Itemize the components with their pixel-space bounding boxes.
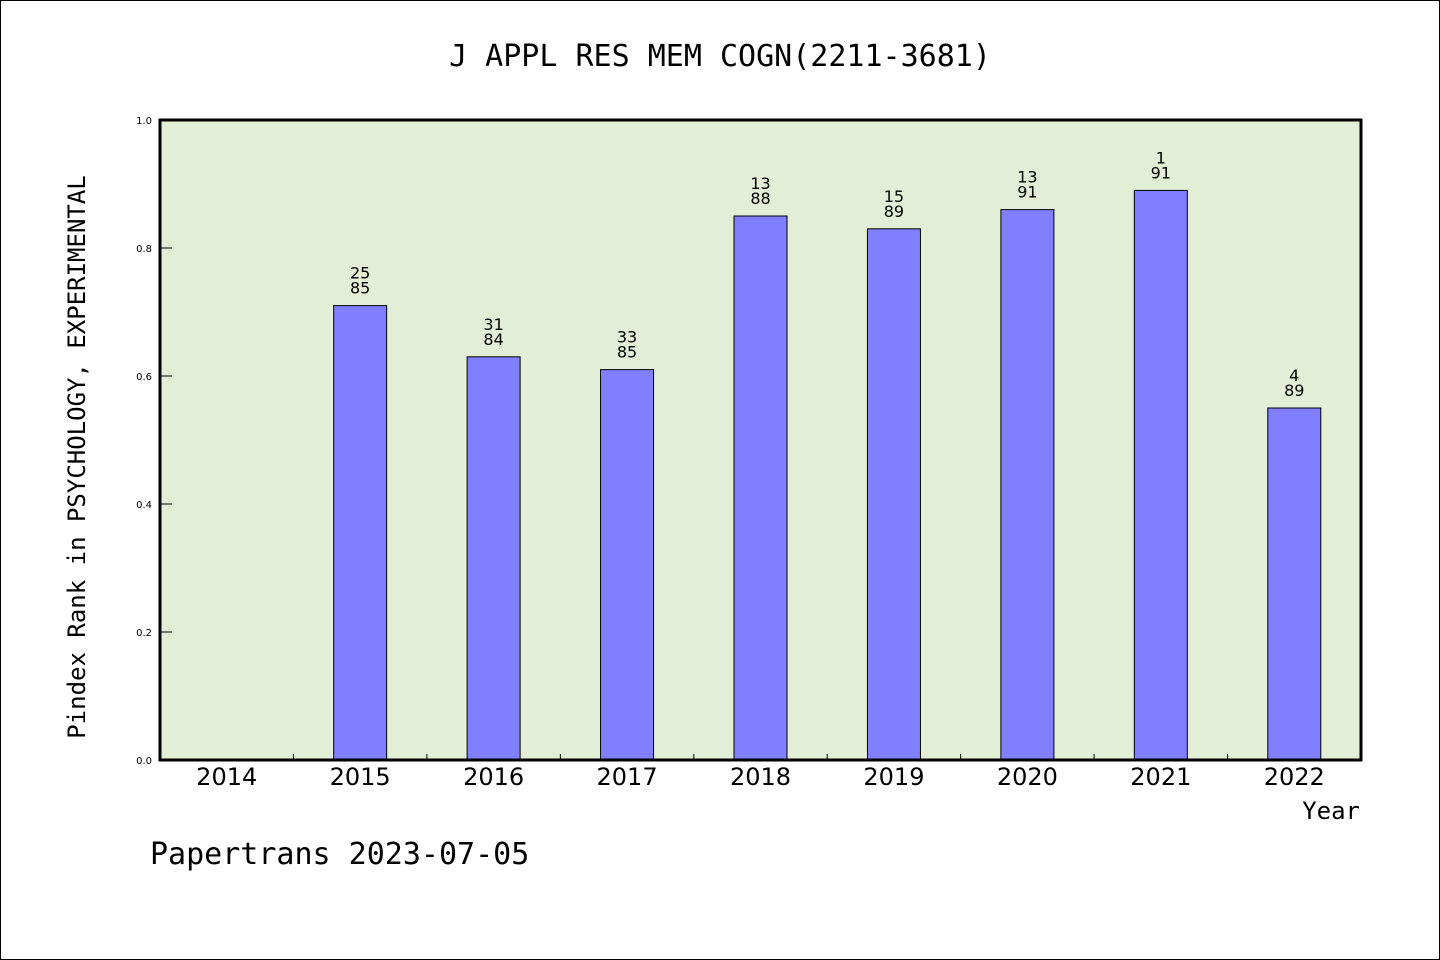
- bar-2015: [333, 305, 388, 761]
- y-tick-label: 0.8: [136, 244, 152, 255]
- y-tick-label: 0.2: [136, 628, 152, 639]
- bar-label-total: 84: [483, 330, 503, 349]
- y-tick-label: 0.6: [136, 372, 152, 383]
- x-tick-label: 2016: [463, 763, 524, 791]
- bar-2016: [466, 356, 521, 761]
- y-tick-label: 1.0: [136, 116, 152, 127]
- bar-label-total: 85: [617, 343, 637, 362]
- bar-label-rank: 33: [617, 328, 637, 347]
- bar-label-rank: 15: [884, 187, 904, 206]
- x-tick-label: 2014: [196, 763, 257, 791]
- y-axis-label: Pindex Rank in PSYCHOLOGY, EXPERIMENTAL: [63, 175, 91, 739]
- footer-text: Papertrans 2023-07-05: [150, 837, 529, 872]
- bar-label-total: 91: [1151, 163, 1171, 182]
- bar-label-total: 88: [750, 189, 770, 208]
- y-tick-label: 0.0: [136, 756, 152, 767]
- x-axis-label: Year: [1302, 797, 1360, 825]
- x-tick-label: 2021: [1130, 763, 1191, 791]
- bar-label-rank: 25: [350, 264, 370, 283]
- bar-2020: [1000, 209, 1055, 761]
- bar-2021: [1133, 189, 1188, 761]
- x-tick-label: 2015: [330, 763, 391, 791]
- bar-2022: [1267, 407, 1322, 761]
- bar-label-total: 89: [884, 202, 904, 221]
- bar-label-rank: 1: [1156, 148, 1166, 167]
- x-tick-label: 2018: [730, 763, 791, 791]
- y-tick-label: 0.4: [136, 500, 152, 511]
- x-tick-label: 2020: [997, 763, 1058, 791]
- bar-2018: [733, 215, 788, 761]
- chart-title: J APPL RES MEM COGN(2211-3681): [449, 39, 991, 74]
- x-tick-label: 2022: [1264, 763, 1325, 791]
- bar-label-rank: 4: [1289, 366, 1299, 385]
- x-tick-label: 2017: [597, 763, 658, 791]
- bar-label-rank: 31: [483, 315, 503, 334]
- bar-label-rank: 13: [1017, 168, 1037, 187]
- bar-2017: [600, 369, 655, 761]
- bar-label-rank: 13: [750, 174, 770, 193]
- bar-label-total: 85: [350, 279, 370, 298]
- bar-2019: [866, 228, 921, 761]
- plot-border: [158, 118, 1363, 762]
- bar-label-total: 91: [1017, 183, 1037, 202]
- bar-label-total: 89: [1284, 381, 1304, 400]
- x-tick-label: 2019: [863, 763, 924, 791]
